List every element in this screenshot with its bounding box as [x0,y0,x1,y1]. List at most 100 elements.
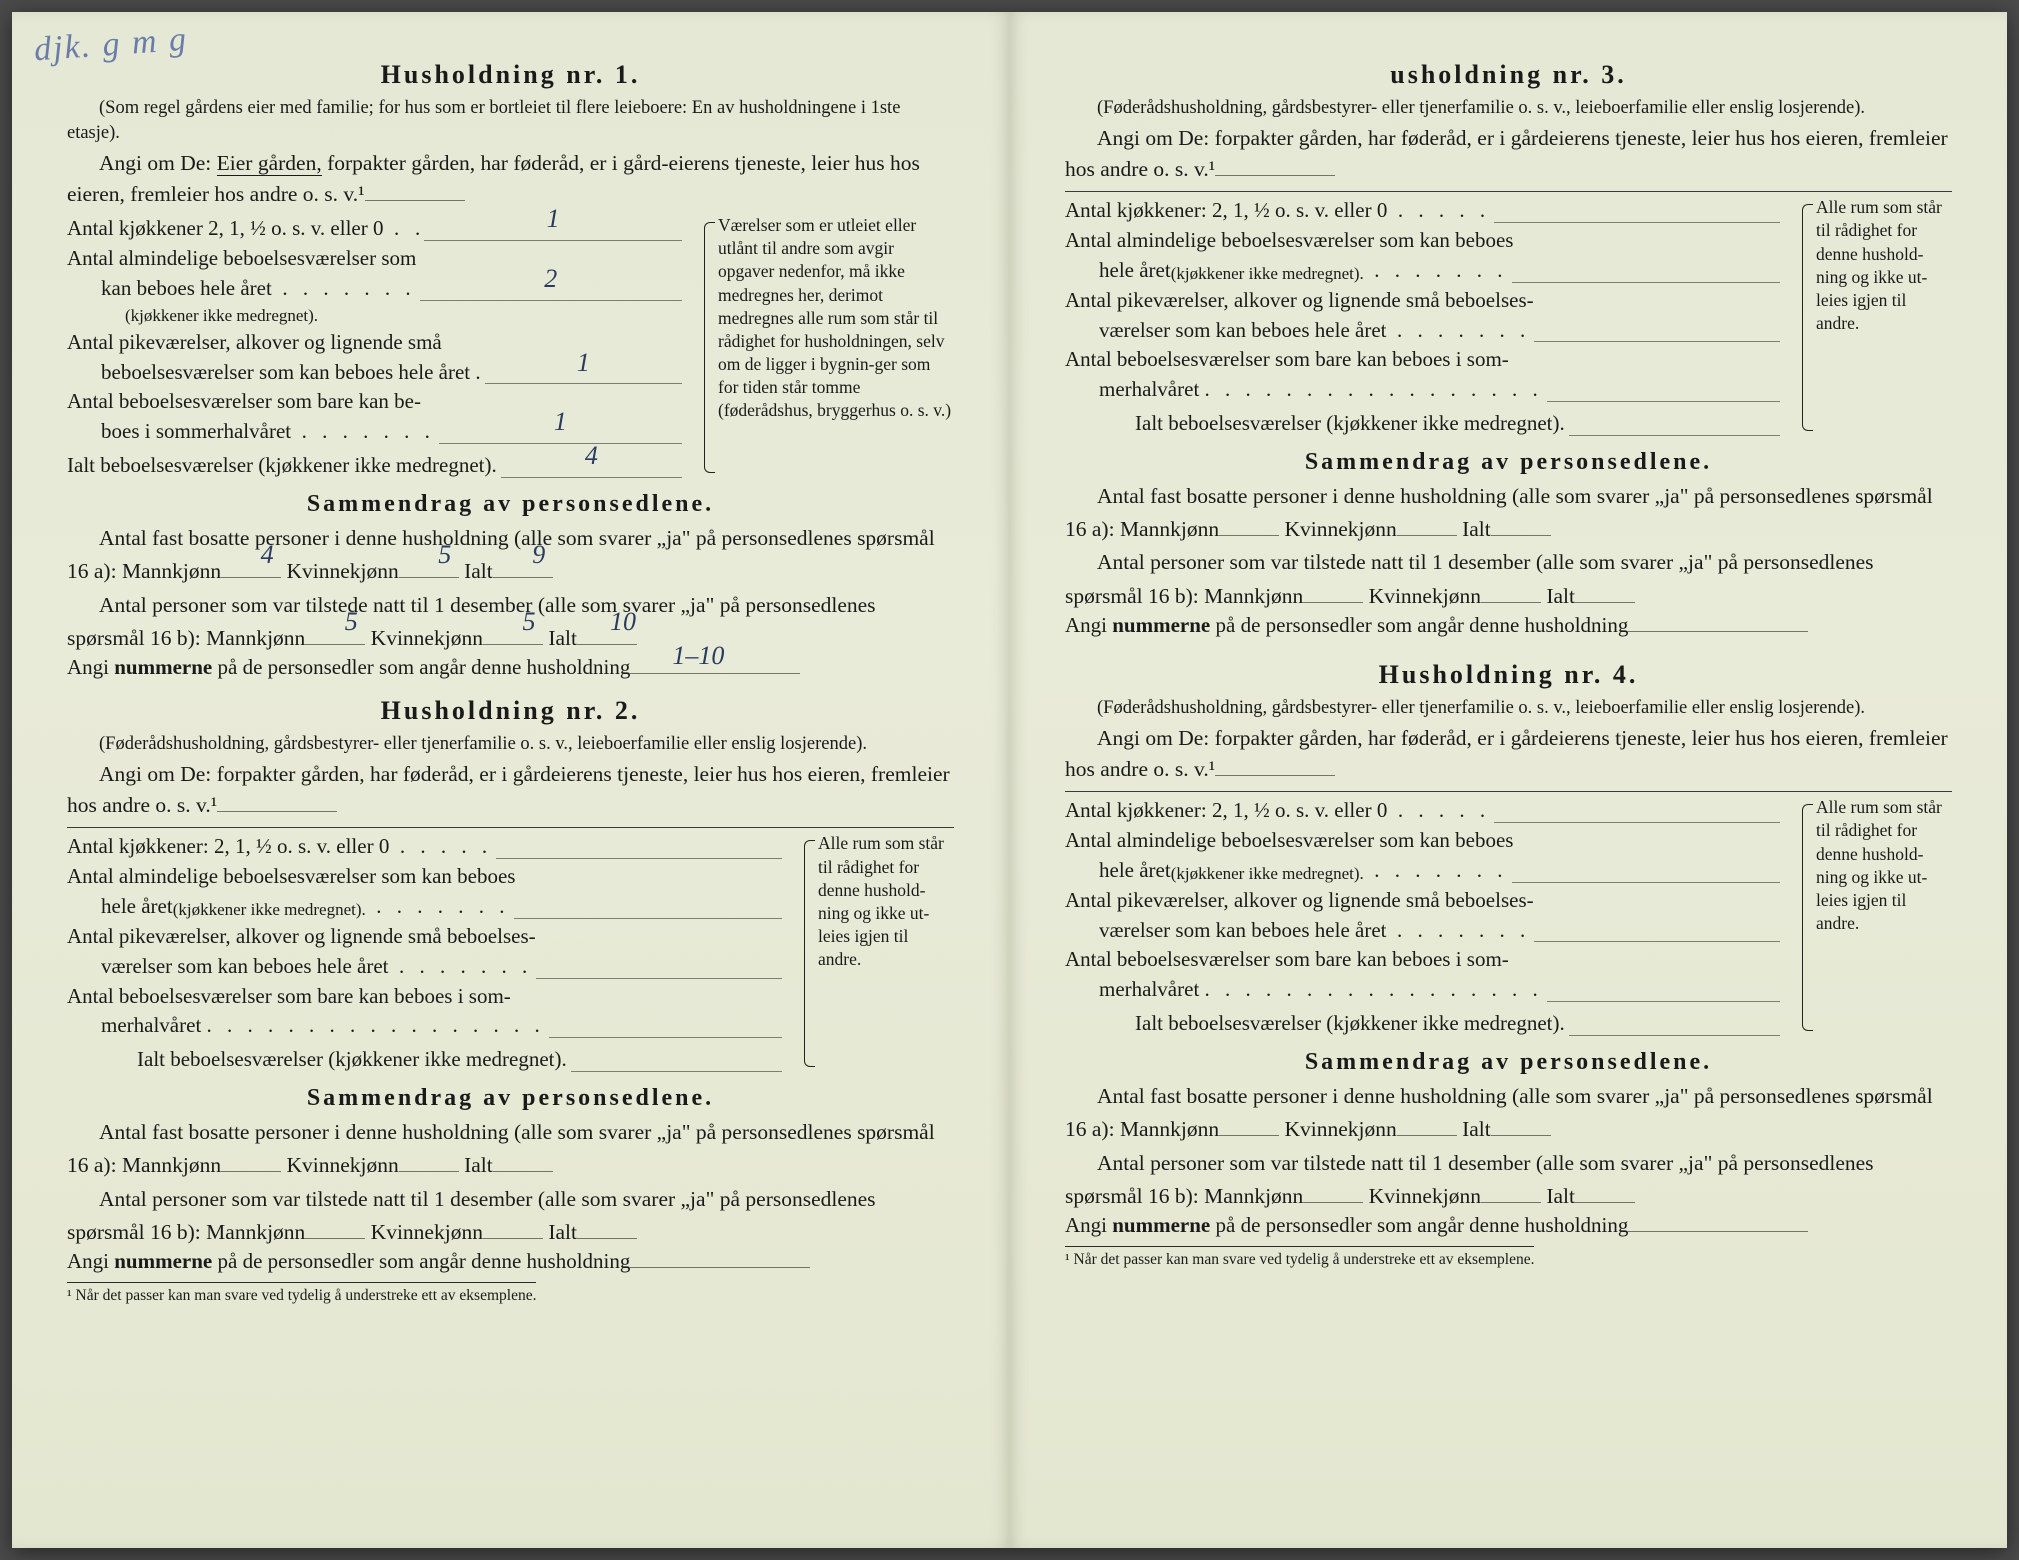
rooms2-l2b: hele året [101,892,173,922]
household-1: Husholdning nr. 1. (Som regel gårdens ei… [67,60,954,680]
sum2-line: Antal personer som var tilstede natt til… [67,589,954,656]
fill-i-4b [1575,1181,1635,1203]
label-m-4: Mannkjønn [1120,1117,1219,1141]
rooms3-l2-fill [1512,265,1780,283]
divider-3 [1065,191,1952,192]
hand-m1: 4 [229,535,274,575]
household-3-rooms-block: Antal kjøkkener: 2, 1, ½ o. s. v. eller … [1065,196,1952,439]
rooms-l2b: kan beboes hele året [101,274,272,304]
divider-4 [1065,791,1952,792]
angi-num-pre-3: Angi [1065,613,1112,637]
sum1-line-2: Antal fast bosatte personer i denne hush… [67,1116,954,1183]
rooms3-l2a: Antal almindelige beboelsesværelser som … [1065,226,1513,256]
label-k-3b: Kvinnekjønn [1369,584,1481,608]
household-2-rooms-block: Antal kjøkkener: 2, 1, ½ o. s. v. eller … [67,832,954,1075]
angi-num-2: Angi nummerne på de personsedler som ang… [67,1249,954,1274]
household-1-angi: Angi om De: Eier gården, forpakter gårde… [67,148,954,210]
fill-i-2 [493,1151,553,1173]
sum2-line-4: Antal personer som var tilstede natt til… [1065,1147,1952,1214]
fill-m-3b [1303,581,1363,603]
angi-num-rest: på de personsedler som angår denne husho… [212,655,630,679]
rooms-side-note-2: Alle rum som står til rådighet for denne… [804,832,954,1075]
fill-i-3 [1491,515,1551,537]
hand-l3: 1 [577,345,590,382]
angi-intro-3: Angi om De: forpakter gården, har føderå… [1065,126,1948,181]
label-k-2b: Kvinnekjønn [371,1220,483,1244]
label-k-3a: Kvinnekjønn [1284,517,1396,541]
angi-num-rest-2: på de personsedler som angår denne husho… [212,1249,630,1273]
label-m-4b: Mannkjønn [1204,1184,1303,1208]
rooms4-l2-fill [1512,865,1780,883]
hand-l4: 1 [554,404,567,441]
rooms2-l4-fill [549,1020,782,1038]
hand-i2: 10 [578,602,636,642]
label-i-4b: Ialt [1546,1184,1575,1208]
household-2-subtitle: (Føderådshusholdning, gårdsbestyrer- ell… [67,732,954,757]
rooms4-l4b: merhalvåret [1099,975,1199,1005]
rooms4-l5: Ialt beboelsesværelser (kjøkkener ikke m… [1135,1009,1565,1039]
household-3-summary-title: Sammendrag av personsedlene. [1065,449,1952,476]
rooms3-l5-fill [1569,418,1780,436]
rooms-l3b: beboelsesværelser som kan beboes hele år… [101,358,470,388]
rooms4-l4-fill [1547,984,1780,1002]
rooms-list: Antal kjøkkener 2, 1, ½ o. s. v. eller 0… [67,214,686,481]
fill-i-4 [1491,1115,1551,1137]
angi-num-bold-2: nummerne [114,1249,212,1273]
rooms2-l5: Ialt beboelsesværelser (kjøkkener ikke m… [137,1045,567,1075]
angi-num-1: Angi nummerne på de personsedler som ang… [67,655,954,680]
angi-num-bold: nummerne [114,655,212,679]
angi-blank-4 [1215,755,1335,777]
fill-k-2 [399,1151,459,1173]
label-i-2a: Ialt [464,1153,493,1177]
hand-k1: 5 [406,535,451,575]
household-3-subtitle: (Føderådshusholdning, gårdsbestyrer- ell… [1065,96,1952,121]
household-1-rooms-block: Antal kjøkkener 2, 1, ½ o. s. v. eller 0… [67,214,954,481]
label-i-2b: Ialt [548,1220,577,1244]
angi-num-pre-4: Angi [1065,1213,1112,1237]
hand-numrange: 1–10 [672,641,724,671]
footnote-right: ¹ Når det passer kan man svare ved tydel… [1065,1246,1534,1269]
household-4-rooms-block: Antal kjøkkener: 2, 1, ½ o. s. v. eller … [1065,796,1952,1039]
label-m2: Mannkjønn [206,626,305,650]
angi-intro: Angi om De: [99,151,211,175]
household-3: usholdning nr. 3. (Føderådshusholdning, … [1065,60,1952,638]
angi-num-bold-3: nummerne [1112,613,1210,637]
hand-k2: 5 [490,602,535,642]
rooms4-l1-fill [1494,805,1780,823]
angi-num-rest-3: på de personsedler som angår denne husho… [1210,613,1628,637]
household-4: Husholdning nr. 4. (Føderådshusholdning,… [1065,660,1952,1269]
angi-num-rest-4: på de personsedler som angår denne husho… [1210,1213,1628,1237]
rooms3-l4-fill [1547,384,1780,402]
rooms-side-note-4: Alle rum som står til rådighet for denne… [1802,796,1952,1039]
sum2-line-3: Antal personer som var tilstede natt til… [1065,546,1952,613]
label-k-2a: Kvinnekjønn [286,1153,398,1177]
rooms-l4a: Antal beboelsesværelser som bare kan be- [67,387,421,417]
fill-k-3 [1397,515,1457,537]
hand-l2: 2 [544,261,557,298]
rooms-l3a: Antal pikeværelser, alkover og lignende … [67,328,442,358]
household-2-title: Husholdning nr. 2. [67,696,954,726]
angi-num-fill-2 [630,1267,810,1268]
household-1-subtitle: (Som regel gårdens eier med familie; for… [67,96,954,146]
rooms3-l2sm: (kjøkkener ikke medregnet). [1171,262,1364,286]
angi-num-bold-4: nummerne [1112,1213,1210,1237]
rooms-list-4: Antal kjøkkener: 2, 1, ½ o. s. v. eller … [1065,796,1784,1039]
sum1-line-4: Antal fast bosatte personer i denne hush… [1065,1080,1952,1147]
angi-num-4: Angi nummerne på de personsedler som ang… [1065,1213,1952,1238]
rooms3-l3a: Antal pikeværelser, alkover og lignende … [1065,286,1534,316]
sum1-line-3: Antal fast bosatte personer i denne hush… [1065,480,1952,547]
rooms3-l1: Antal kjøkkener: 2, 1, ½ o. s. v. eller … [1065,196,1387,226]
label-m-2: Mannkjønn [122,1153,221,1177]
angi-num-fill-3 [1628,631,1808,632]
angi-blank-3 [1215,155,1335,177]
fill-k-3b [1481,581,1541,603]
right-page: usholdning nr. 3. (Føderådshusholdning, … [1010,12,2007,1548]
fill-k-4b [1481,1181,1541,1203]
label-i-3a: Ialt [1462,517,1491,541]
angi-underlined: Eier gården, [217,151,322,176]
household-2-summary-title: Sammendrag av personsedlene. [67,1085,954,1112]
left-page: djk. g m g Husholdning nr. 1. (Som regel… [12,12,1010,1548]
rooms2-l1: Antal kjøkkener: 2, 1, ½ o. s. v. eller … [67,832,389,862]
label-i-3b: Ialt [1546,584,1575,608]
rooms4-l3a: Antal pikeværelser, alkover og lignende … [1065,886,1534,916]
